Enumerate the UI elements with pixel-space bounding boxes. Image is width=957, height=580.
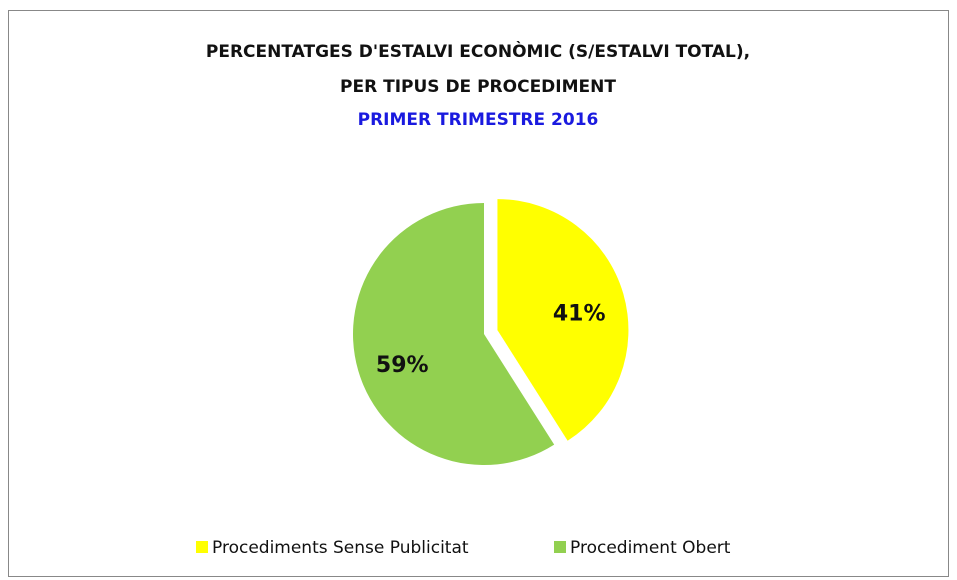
legend-label: Procediments Sense Publicitat xyxy=(212,538,469,558)
legend-swatch xyxy=(554,541,566,553)
legend-swatch xyxy=(196,541,208,553)
chart-title: PER TIPUS DE PROCEDIMENT xyxy=(340,77,616,97)
data-label: 59% xyxy=(376,353,429,378)
data-label: 41% xyxy=(553,301,606,326)
pie-slice xyxy=(352,203,555,466)
legend-label: Procediment Obert xyxy=(570,538,731,558)
chart-subtitle: PRIMER TRIMESTRE 2016 xyxy=(358,110,599,130)
pie-slice xyxy=(497,199,629,441)
chart-title: PERCENTATGES D'ESTALVI ECONÒMIC (S/ESTAL… xyxy=(206,40,750,62)
